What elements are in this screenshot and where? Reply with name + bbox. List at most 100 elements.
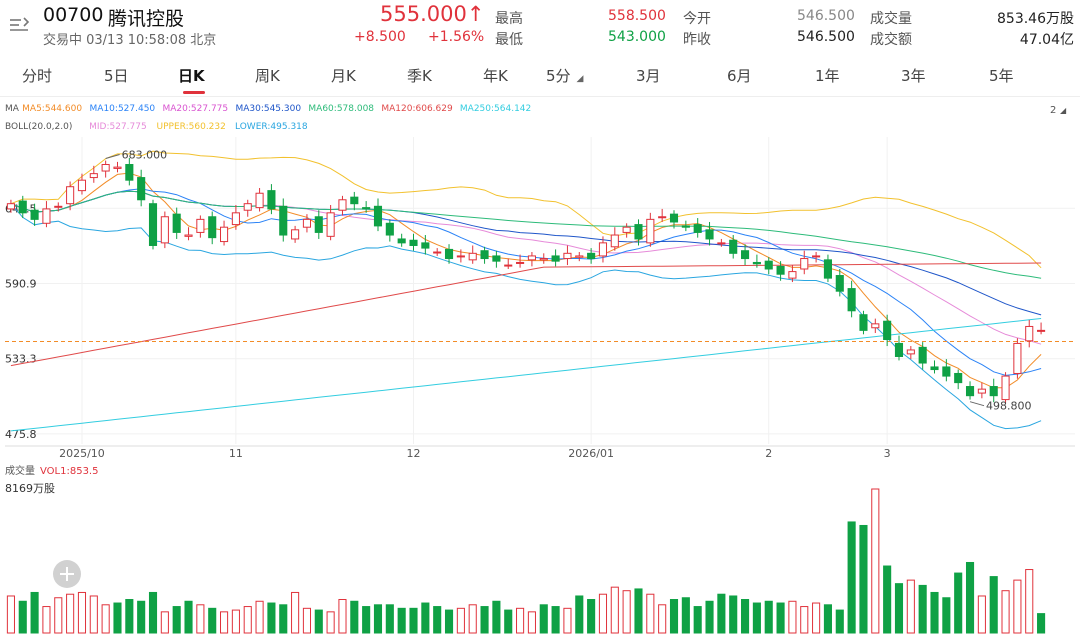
candle-body [634, 224, 643, 240]
menu-list-icon[interactable] [8, 16, 30, 34]
candle-body [563, 252, 572, 260]
candle [314, 210, 323, 239]
candle [883, 314, 892, 347]
candle [800, 250, 809, 275]
candle [977, 382, 986, 399]
x-tick-label: 2 [765, 447, 772, 460]
candle-body [243, 203, 252, 211]
legend-item-1: MA5:544.600 [22, 104, 82, 114]
tab-5year[interactable]: 5年 [989, 67, 1014, 85]
candle [267, 184, 276, 215]
candle-body [717, 242, 726, 245]
x-tick-label: 2025/10 [59, 447, 105, 460]
candle [208, 211, 217, 245]
volume-bar [812, 602, 821, 634]
candle [291, 225, 300, 243]
candle [338, 195, 347, 216]
volume-bar [113, 602, 122, 634]
tab-quarterly-k[interactable]: 季K [407, 67, 432, 85]
volume-bar [516, 607, 525, 634]
candle [634, 219, 643, 246]
candle-body [184, 234, 193, 237]
candle [421, 235, 430, 255]
volume-bar [101, 604, 110, 634]
volume-bar [1001, 590, 1010, 634]
tab-daily-k[interactable]: 日K [178, 67, 205, 85]
tab-intraday[interactable]: 分时 [22, 67, 53, 85]
candle-body [598, 242, 608, 257]
candle [279, 198, 288, 242]
volume-bar [326, 611, 335, 634]
candle-body [148, 203, 158, 246]
volume-bar [148, 591, 158, 634]
volume-bar [587, 599, 596, 634]
tab-yearly-k[interactable]: 年K [483, 67, 508, 85]
volume-bar [800, 606, 809, 634]
candle-body [267, 190, 276, 210]
candle [752, 254, 761, 268]
volume-bar [622, 590, 631, 634]
candle-body [421, 242, 430, 249]
ma250-line [10, 318, 1042, 432]
tab-5day[interactable]: 5日 [104, 67, 129, 85]
volume-bar [42, 606, 51, 634]
current-price: 555.000↑ [380, 2, 484, 26]
candle [669, 210, 679, 229]
volume-bar [231, 609, 240, 634]
candle [243, 199, 252, 217]
candle [847, 280, 856, 318]
volume-bar [1013, 579, 1022, 634]
volume-bar [551, 606, 560, 634]
stock-header: 00700 腾讯控股 交易中 03/13 10:58:08 北京 555.000… [0, 0, 1080, 56]
candle [172, 207, 181, 239]
x-tick-label: 12 [407, 447, 421, 460]
tab-6month[interactable]: 6月 [727, 67, 752, 85]
candle-body [397, 238, 406, 244]
volume-bar [610, 586, 619, 634]
candle-body [669, 213, 679, 223]
candle [516, 254, 525, 268]
candle-body [776, 265, 785, 275]
volume-bar [30, 591, 39, 634]
candle [1025, 319, 1034, 348]
volume-bar [160, 611, 169, 634]
candle [148, 199, 158, 250]
candle-body [965, 386, 975, 397]
candle [871, 318, 880, 333]
tab-3month[interactable]: 3月 [636, 67, 661, 85]
candle-body [622, 226, 631, 233]
tab-1year[interactable]: 1年 [815, 67, 840, 85]
candle [125, 157, 134, 186]
candle [42, 201, 51, 228]
volume-bar [362, 606, 371, 634]
candle-body [125, 164, 134, 181]
amount-label: 成交额 [870, 32, 912, 48]
candle-body [42, 208, 51, 224]
candle-body [172, 213, 181, 233]
candle [54, 202, 63, 212]
triangle-icon[interactable]: ◢ [1060, 106, 1067, 115]
volume-bar [208, 607, 217, 634]
candle [89, 165, 98, 183]
candle-body [1001, 375, 1010, 401]
volume-bar [669, 599, 679, 634]
legend-item-5: MA60:578.008 [308, 104, 374, 114]
kline-chart[interactable]: MA MA5:544.600 MA10:527.450 MA20:527.775 MA3… [0, 96, 1080, 635]
volume-bar [397, 607, 406, 634]
expand-indicator-label[interactable]: 2 [1050, 105, 1056, 116]
candle-body [705, 229, 714, 240]
amount-value: 47.04亿 [1019, 32, 1074, 48]
volume-bar [291, 591, 300, 634]
ma30-line [10, 190, 1042, 316]
volume-max-label: 8169万股 [5, 482, 55, 495]
tab-weekly-k[interactable]: 周K [255, 67, 280, 85]
candle [859, 310, 868, 335]
tab-3year[interactable]: 3年 [901, 67, 926, 85]
tab-monthly-k[interactable]: 月K [331, 67, 356, 85]
tab-5min-dropdown[interactable]: 5分 ◢ [546, 65, 583, 86]
candle-body [468, 252, 477, 261]
candle [575, 252, 584, 262]
candle-body [30, 209, 39, 220]
zoom-plus-button[interactable] [53, 560, 81, 588]
volume-bar [456, 607, 465, 634]
